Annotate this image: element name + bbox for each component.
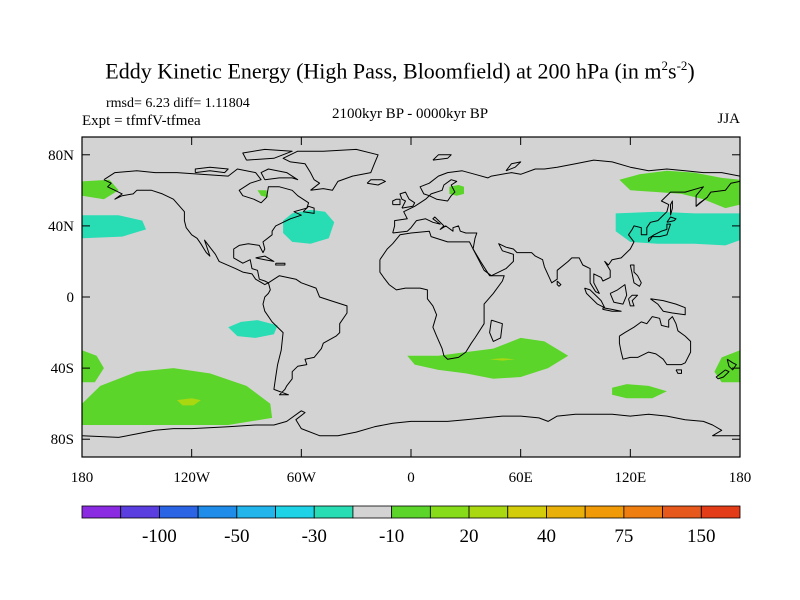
region-indian-ocean-high <box>407 337 569 379</box>
coastline-tasmania <box>675 369 682 374</box>
coastline-australia <box>618 316 692 366</box>
period-label: 2100kyr BP - 0000kyr BP <box>331 106 489 122</box>
title-close: ) <box>687 58 695 84</box>
coastline-baltic-scandinavia-inner <box>428 179 458 202</box>
anomaly-fills <box>82 170 740 425</box>
coastline-new-zealand-north <box>726 358 737 371</box>
region-south-pacific-core <box>177 398 201 406</box>
region-nw-pacific-high <box>619 170 740 209</box>
x-tick-label: 120W <box>173 470 211 486</box>
coastline-java <box>602 307 622 312</box>
colorbar-label: 75 <box>614 526 633 547</box>
colorbar-swatch <box>468 505 509 519</box>
coastline-sri-lanka <box>556 280 562 287</box>
colorbar-label: -50 <box>224 526 249 547</box>
region-hudson-bay-high <box>257 190 269 198</box>
colorbar-swatch <box>313 505 354 519</box>
x-tick-label: 60E <box>509 470 533 486</box>
coastline-novaya-zemlya <box>505 161 522 172</box>
coastline-svalbard <box>432 154 452 161</box>
title-main: Eddy Kinetic Energy (High Pass, Bloomfie… <box>105 58 662 84</box>
coastline-japan <box>648 223 671 243</box>
y-tick-label: 40S <box>51 361 74 377</box>
coastlines <box>82 148 740 438</box>
stats-label: rmsd= 6.23 diff= 1.11804 <box>106 96 250 111</box>
colorbar-swatch <box>391 505 431 519</box>
coastline-madagascar <box>489 319 503 342</box>
coastline-africa <box>379 230 505 360</box>
x-tick-label: 180 <box>71 470 94 486</box>
region-indian-ocean-core <box>489 358 516 361</box>
coastline-philippines <box>629 264 642 287</box>
coastline-cuba <box>255 255 275 262</box>
region-north-atlantic-low <box>283 209 335 244</box>
colorbar-label: -100 <box>142 526 177 547</box>
colorbar-swatch <box>584 505 625 519</box>
region-north-pacific-east-low <box>82 215 146 239</box>
region-east-pacific-dateline-high <box>82 350 104 383</box>
colorbar-swatch <box>700 505 741 519</box>
colorbar-swatch <box>429 505 470 519</box>
coastline-sakhalin <box>670 200 673 216</box>
coastline-borneo <box>609 284 628 305</box>
coastline-newfoundland <box>302 205 315 214</box>
region-new-zealand-high <box>714 350 740 383</box>
colorbar-swatch <box>352 505 393 519</box>
region-south-australia-high <box>612 384 667 399</box>
experiment-label: Expt = tfmfV-tfmea <box>82 113 201 129</box>
chart-title: Eddy Kinetic Energy (High Pass, Bloomfie… <box>0 58 800 84</box>
title-superscript-2: 2 <box>661 58 669 73</box>
x-tick-label: 180 <box>729 470 752 486</box>
coastline-kamchatka-coast <box>695 191 712 207</box>
x-tick-label: 0 <box>407 470 415 486</box>
colorbar-label: 40 <box>537 526 556 547</box>
coastline-hokkaido <box>666 216 677 223</box>
colorbar-swatch <box>275 505 315 519</box>
coastline-sulawesi <box>628 294 639 307</box>
colorbar-swatch <box>197 505 238 519</box>
colorbar-label: 20 <box>460 526 479 547</box>
region-southeast-pacific-low <box>228 320 278 338</box>
colorbar-swatch <box>236 505 276 519</box>
coastline-ellesmere-island <box>242 148 293 161</box>
coastline-south-america <box>262 275 348 396</box>
coastline-victoria-island <box>194 166 229 174</box>
colorbar-swatch <box>81 505 122 519</box>
colorbar-swatch <box>507 505 547 519</box>
region-japan-pacific-low <box>615 211 740 246</box>
y-tick-label: 0 <box>67 290 75 306</box>
colorbar-swatch <box>623 505 663 519</box>
coastline-baffin-island <box>260 168 299 181</box>
y-tick-label: 40N <box>48 219 74 235</box>
colorbar: -100 -50 -30 -10 20 40 75 150 <box>81 505 741 547</box>
coastline-antarctica <box>82 410 740 438</box>
colorbar-label: -10 <box>379 526 404 547</box>
coastline-new-zealand-south <box>715 369 730 380</box>
colorbar-swatch <box>120 505 160 519</box>
colorbar-swatch <box>159 505 199 519</box>
y-tick-label: 80N <box>48 148 74 164</box>
season-label: JJA <box>717 111 740 127</box>
coastline-hispaniola <box>275 262 286 266</box>
x-tick-label: 120E <box>614 470 646 486</box>
axis-ticks: 180 120W 60W 0 60E 120E 180 80N 40N 0 40S 80S <box>48 137 751 486</box>
coastline-great-britain <box>399 191 416 209</box>
coastline-iceland <box>366 179 386 186</box>
colorbar-swatch <box>662 505 702 519</box>
colorbar-swatch <box>546 505 586 519</box>
title-unit-s: s <box>668 58 677 84</box>
coastline-ireland <box>392 198 401 206</box>
coastline-greenland <box>282 148 379 191</box>
coastline-new-guinea <box>650 298 686 316</box>
colorbar-label: 150 <box>687 526 716 547</box>
y-tick-label: 80S <box>51 432 74 448</box>
colorbar-label: -30 <box>302 526 327 547</box>
region-south-pacific-high <box>82 368 273 425</box>
x-tick-label: 60W <box>287 470 317 486</box>
coastline-eurasia <box>392 159 740 294</box>
coastline-north-america <box>103 168 310 286</box>
title-superscript-minus-2: -2 <box>676 58 688 73</box>
